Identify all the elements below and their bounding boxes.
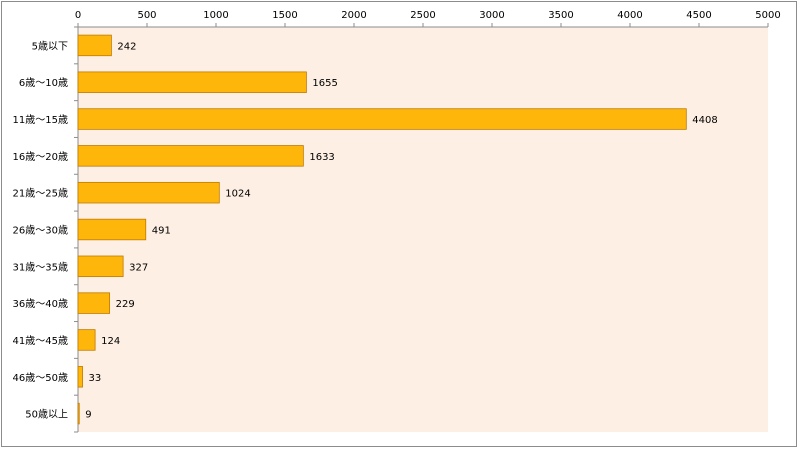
data-label: 9	[85, 410, 91, 421]
bar	[77, 255, 124, 278]
x-axis: 0 500 1000 1500 2000 2500 3000 3500 4000 4500 5000	[75, 10, 781, 28]
y-axis: 5歳以下 6歳～10歳 11歳～15歳 16歳～20歳 21歳～25歳 26歳～30歳 31…	[13, 26, 79, 433]
category-label: 16歳～20歳	[13, 151, 68, 163]
data-label: 1633	[309, 152, 334, 163]
bar	[77, 366, 83, 388]
category-label: 21歳～25歳	[13, 188, 68, 200]
category-label: 41歳～45歳	[13, 335, 68, 347]
bar	[77, 108, 687, 130]
data-label: 4408	[692, 115, 717, 126]
category-label: 26歳～30歳	[13, 225, 68, 237]
bar	[77, 34, 112, 57]
data-labels: 242 1655 4408 1633 1024 491 327 229 124 33 9	[85, 41, 718, 420]
x-tick-label: 3500	[548, 10, 573, 21]
x-tick-label: 1000	[203, 10, 228, 21]
x-tick-label: 0	[75, 10, 81, 21]
x-tick-label: 500	[137, 10, 156, 21]
category-label: 36歳～40歳	[13, 298, 68, 310]
x-tick-label: 3000	[479, 10, 504, 21]
bar	[77, 145, 304, 167]
data-label: 491	[152, 226, 171, 237]
data-label: 327	[129, 262, 148, 273]
bar	[77, 329, 96, 351]
bar	[77, 292, 111, 314]
x-tick-label: 2500	[410, 10, 435, 21]
category-label: 11歳～15歳	[13, 114, 68, 126]
data-label: 33	[89, 373, 102, 384]
bar	[77, 181, 220, 204]
category-label: 31歳～35歳	[13, 261, 68, 273]
category-label: 6歳～10歳	[19, 77, 68, 89]
plot-area	[78, 27, 768, 432]
data-label: 229	[116, 299, 135, 310]
x-tick-label: 2000	[341, 10, 366, 21]
category-label: 46歳～50歳	[13, 372, 68, 384]
bars	[77, 34, 687, 425]
x-tick-label: 4000	[617, 10, 642, 21]
data-label: 242	[117, 41, 136, 52]
category-label: 5歳以下	[32, 40, 68, 52]
bar	[77, 402, 80, 425]
bar	[77, 218, 147, 241]
data-label: 1024	[225, 189, 250, 200]
x-tick-label: 1500	[272, 10, 297, 21]
x-tick-label: 4500	[686, 10, 711, 21]
category-label: 50歳以上	[25, 409, 68, 421]
bar	[77, 71, 307, 93]
x-tick-label: 5000	[755, 10, 780, 21]
data-label: 1655	[312, 78, 337, 89]
data-label: 124	[101, 336, 120, 347]
